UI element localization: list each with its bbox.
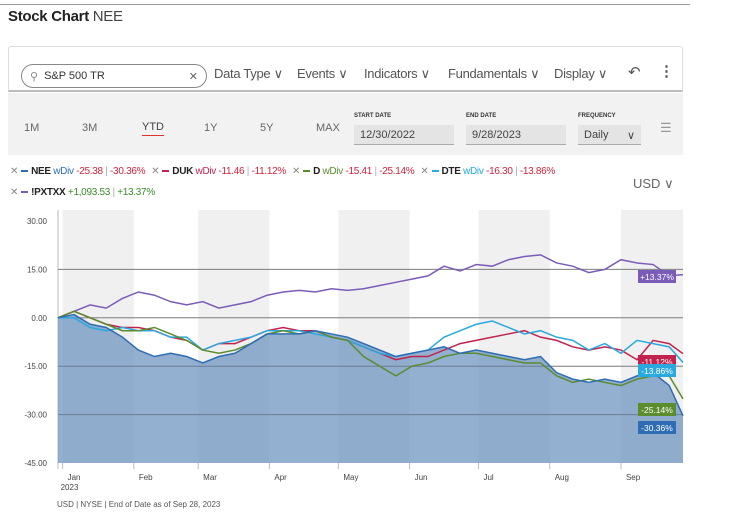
- frequency-label: FREQUENCY: [578, 113, 616, 119]
- series-swatch: [162, 170, 170, 173]
- legend-change: -25.38: [76, 166, 103, 177]
- range-max[interactable]: MAX: [316, 122, 340, 134]
- legend-type: wDiv: [195, 166, 217, 177]
- x-tick-label: Jan: [68, 473, 81, 482]
- x-tick-label: Jul: [483, 473, 493, 482]
- x-tick-label: Jun: [415, 473, 428, 482]
- series-swatch: [431, 170, 439, 173]
- end-label: +13.37%: [640, 272, 674, 282]
- x-tick-label: Sep: [626, 473, 641, 482]
- x-tick-label: May: [343, 473, 358, 482]
- search-icon: ⚲: [30, 70, 39, 83]
- legend-pct: -13.86%: [519, 166, 556, 177]
- end-label-box: [638, 403, 676, 416]
- y-tick-label: 0.00: [31, 314, 47, 323]
- x-tick-label: Feb: [139, 473, 153, 482]
- x-year-label: 2023: [61, 483, 79, 492]
- end-label-box: [638, 364, 676, 377]
- range-1m[interactable]: 1M: [24, 122, 40, 134]
- remove-icon[interactable]: ✕: [151, 166, 160, 177]
- end-label-box: [638, 270, 676, 283]
- list-icon[interactable]: ☰: [660, 120, 672, 135]
- legend-ticker: D: [313, 166, 320, 177]
- legend-change: +1,093.53: [67, 187, 110, 198]
- start-date-input[interactable]: 12/30/2022: [354, 125, 454, 145]
- chart-footer: USD | NYSE | End of Date as of Sep 28, 2…: [57, 500, 221, 509]
- y-tick-label: -45.00: [24, 459, 47, 468]
- end-label: -30.36%: [641, 423, 673, 433]
- legend-ticker: DTE: [441, 166, 461, 177]
- nee-area: [58, 314, 683, 463]
- clear-icon[interactable]: ✕: [188, 70, 198, 83]
- remove-icon[interactable]: ✕: [291, 166, 301, 177]
- legend-type: wDiv: [463, 166, 484, 177]
- menu-display[interactable]: Display ∨: [554, 66, 608, 81]
- menu-indicators[interactable]: Indicators ∨: [364, 66, 430, 81]
- end-label: -25.14%: [641, 405, 673, 415]
- series-line-pxtxx: [57, 254, 684, 319]
- page-title: Stock Chart NEE: [8, 8, 123, 25]
- y-tick-label: -15.00: [24, 362, 47, 371]
- legend-ticker: !PXTXX: [31, 187, 66, 198]
- legend-item-pxtxx: ✕ !PXTXX +1,093.53 | +13.37%: [10, 187, 155, 198]
- legend-pct: -25.14%: [379, 166, 415, 177]
- range-1y[interactable]: 1Y: [204, 122, 218, 134]
- legend-item-d: ✕ D wDiv -15.41 | -25.14%: [291, 166, 415, 177]
- legend-pct: -30.36%: [110, 166, 146, 177]
- range-3m[interactable]: 3M: [82, 122, 98, 134]
- x-tick-label: Apr: [274, 473, 287, 482]
- end-label: -11.12%: [641, 357, 672, 367]
- y-tick-label: 15.00: [27, 265, 48, 274]
- end-label: -13.86%: [641, 366, 673, 376]
- legend-item-duk: ✕ DUK wDiv -11.46 | -11.12%: [151, 166, 286, 177]
- legend-type: wDiv: [322, 166, 343, 177]
- y-tick-label: 30.00: [27, 217, 48, 226]
- legend-item-nee: ✕ NEE wDiv -25.38 | -30.36%: [10, 166, 146, 177]
- menu-data-type[interactable]: Data Type ∨: [214, 66, 283, 81]
- legend-change: -16.30: [486, 166, 513, 177]
- range-ytd[interactable]: YTD: [142, 121, 164, 136]
- undo-icon[interactable]: ↶: [628, 64, 641, 81]
- search-input[interactable]: ⚲ S&P 500 TR ✕: [21, 64, 207, 88]
- range-5y[interactable]: 5Y: [260, 122, 274, 134]
- series-line-nee: [57, 313, 684, 417]
- end-date-label: END DATE: [466, 113, 497, 119]
- currency-select[interactable]: USD ∨: [633, 176, 674, 191]
- menu-events[interactable]: Events ∨: [297, 66, 348, 81]
- legend-change: -11.46: [218, 166, 245, 177]
- chart-legend: ✕ NEE wDiv -25.38 | -30.36% ✕ DUK wDiv -11.…: [10, 166, 561, 208]
- legend-item-dte: ✕ DTE wDiv -16.30 | -13.86%: [420, 166, 556, 177]
- end-date-input[interactable]: 9/28/2023: [466, 125, 566, 145]
- series-swatch: [303, 170, 311, 173]
- legend-pct: +13.37%: [117, 187, 155, 198]
- legend-ticker: DUK: [172, 166, 194, 177]
- remove-icon[interactable]: ✕: [420, 166, 429, 177]
- x-tick-label: Mar: [203, 473, 217, 482]
- series-line-dte: [58, 317, 684, 364]
- x-tick-label: Aug: [555, 473, 569, 482]
- end-label-box: [638, 421, 676, 434]
- legend-pct: -11.12%: [251, 166, 287, 177]
- remove-icon[interactable]: ✕: [10, 187, 19, 198]
- series-swatch: [21, 170, 29, 173]
- legend-change: -15.41: [345, 166, 372, 177]
- legend-ticker: NEE: [31, 166, 51, 177]
- frequency-select[interactable]: Daily ∨: [578, 125, 641, 145]
- header-divider: [0, 4, 690, 5]
- menu-fundamentals[interactable]: Fundamentals ∨: [448, 66, 540, 81]
- remove-icon[interactable]: ✕: [10, 166, 19, 177]
- chart-toolbar: ⚲ S&P 500 TR ✕ Data Type ∨ Events ∨ Indi…: [8, 46, 683, 92]
- range-bar: 1M 3M YTD 1Y 5Y MAX START DATE 12/30/202…: [8, 93, 683, 155]
- series-swatch: [21, 191, 29, 194]
- y-tick-label: -30.00: [24, 411, 47, 420]
- more-icon[interactable]: ⋮: [659, 63, 674, 80]
- legend-type: wDiv: [53, 166, 74, 177]
- start-date-label: START DATE: [354, 113, 392, 119]
